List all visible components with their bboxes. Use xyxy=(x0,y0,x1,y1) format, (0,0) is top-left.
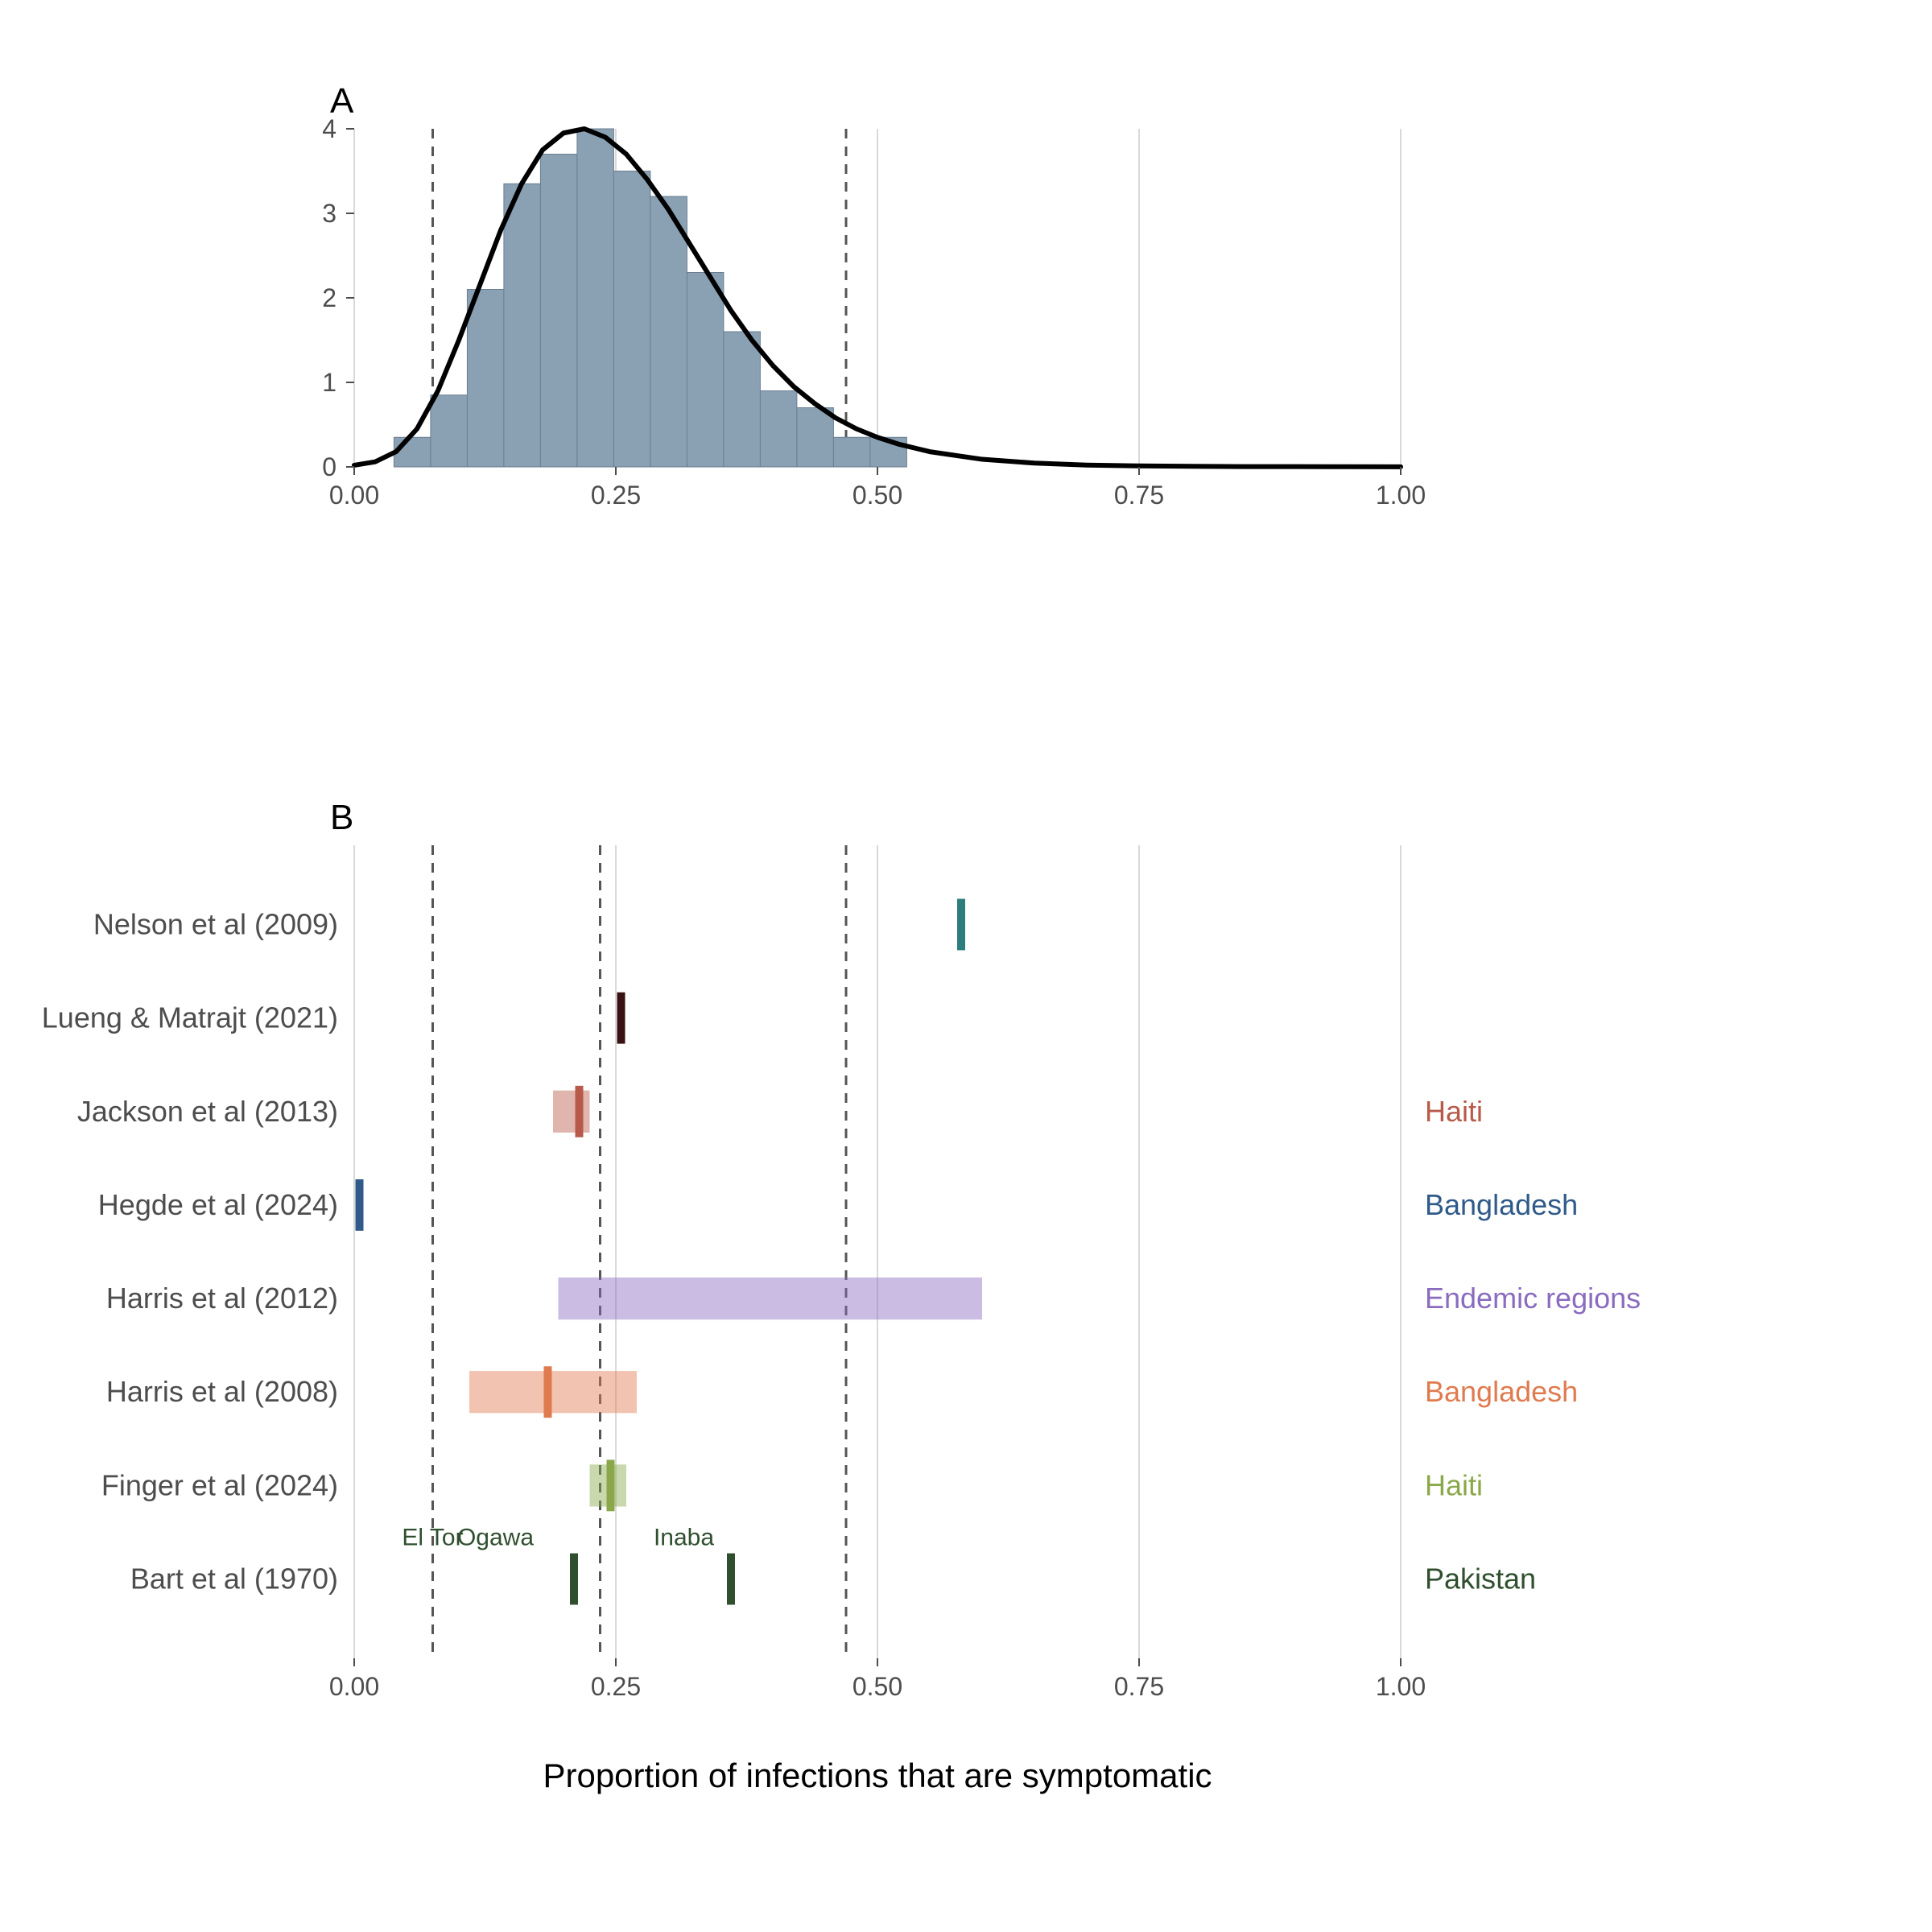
panel-b-label: B xyxy=(330,798,353,837)
study-band xyxy=(553,1091,590,1133)
region-label: Bangladesh xyxy=(1425,1188,1578,1221)
study-point xyxy=(570,1554,578,1605)
svg-text:0.75: 0.75 xyxy=(1114,481,1164,510)
svg-text:0.25: 0.25 xyxy=(591,1672,641,1701)
figure-svg: 0.000.250.500.751.0001234ANelson et al (… xyxy=(0,0,1932,1932)
svg-text:0.50: 0.50 xyxy=(852,1672,902,1701)
study-point xyxy=(607,1459,615,1511)
hist-bar xyxy=(687,273,724,468)
svg-text:2: 2 xyxy=(322,283,336,312)
svg-text:1.00: 1.00 xyxy=(1376,1672,1426,1701)
study-point xyxy=(727,1554,735,1605)
hist-bar xyxy=(540,155,577,468)
svg-text:0.00: 0.00 xyxy=(329,1672,379,1701)
hist-bar xyxy=(724,332,761,467)
hist-bar xyxy=(650,196,687,467)
inline-strain-label: Inaba xyxy=(654,1525,714,1551)
region-label: Pakistan xyxy=(1425,1563,1536,1596)
hist-bar xyxy=(613,171,650,468)
svg-text:0.75: 0.75 xyxy=(1114,1672,1164,1701)
svg-text:0.25: 0.25 xyxy=(591,481,641,510)
study-label: Lueng & Matrajt (2021) xyxy=(42,1001,338,1034)
study-label: Harris et al (2008) xyxy=(106,1375,338,1408)
inline-strain-label: El Tor xyxy=(402,1525,463,1551)
study-band xyxy=(559,1278,983,1319)
study-point xyxy=(544,1366,552,1418)
region-label: Haiti xyxy=(1425,1468,1483,1501)
study-band xyxy=(469,1371,637,1413)
hist-bar xyxy=(504,184,541,467)
hist-bar xyxy=(577,129,614,467)
svg-text:0.50: 0.50 xyxy=(852,481,902,510)
region-label: Endemic regions xyxy=(1425,1282,1641,1315)
study-label: Nelson et al (2009) xyxy=(93,907,338,940)
figure-container: 0.000.250.500.751.0001234ANelson et al (… xyxy=(0,0,1932,1932)
hist-bar xyxy=(760,391,797,468)
hist-bar xyxy=(467,290,504,468)
hist-bar xyxy=(394,437,431,467)
svg-text:1: 1 xyxy=(322,368,336,397)
region-label: Haiti xyxy=(1425,1095,1483,1128)
svg-text:3: 3 xyxy=(322,199,336,228)
study-label: Harris et al (2012) xyxy=(106,1282,338,1315)
study-point xyxy=(617,993,625,1044)
hist-bar xyxy=(431,395,468,467)
svg-text:0: 0 xyxy=(322,452,336,481)
svg-text:1.00: 1.00 xyxy=(1376,481,1426,510)
hist-bar xyxy=(833,437,870,467)
xaxis-title: Proportion of infections that are sympto… xyxy=(543,1757,1212,1794)
study-label: Jackson et al (2013) xyxy=(77,1095,338,1128)
svg-text:0.00: 0.00 xyxy=(329,481,379,510)
study-point xyxy=(957,899,965,951)
inline-strain-label: Ogawa xyxy=(457,1525,534,1551)
panel-a-label: A xyxy=(330,81,354,121)
study-point xyxy=(576,1086,584,1137)
study-label: Bart et al (1970) xyxy=(130,1563,338,1596)
study-label: Finger et al (2024) xyxy=(101,1468,338,1501)
study-point xyxy=(356,1179,364,1231)
region-label: Bangladesh xyxy=(1425,1375,1578,1408)
hist-bar xyxy=(797,408,834,468)
study-label: Hegde et al (2024) xyxy=(98,1188,338,1221)
